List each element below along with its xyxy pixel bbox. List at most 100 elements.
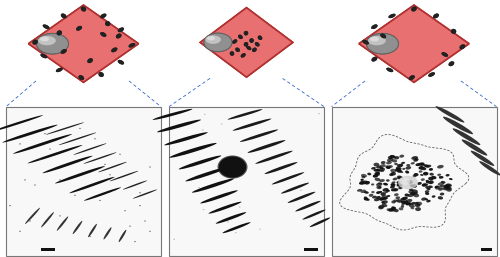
- Ellipse shape: [88, 224, 97, 237]
- Ellipse shape: [377, 172, 380, 174]
- Ellipse shape: [116, 33, 121, 39]
- Ellipse shape: [360, 190, 366, 193]
- Ellipse shape: [415, 207, 421, 211]
- Ellipse shape: [216, 212, 246, 224]
- Ellipse shape: [446, 188, 452, 192]
- Bar: [332, 107, 496, 256]
- Ellipse shape: [400, 198, 406, 201]
- Ellipse shape: [219, 156, 246, 178]
- Ellipse shape: [56, 68, 63, 72]
- Ellipse shape: [250, 38, 254, 43]
- Ellipse shape: [409, 188, 414, 191]
- Ellipse shape: [81, 6, 86, 12]
- Ellipse shape: [388, 165, 393, 168]
- Ellipse shape: [414, 203, 420, 207]
- Ellipse shape: [114, 190, 116, 191]
- Ellipse shape: [414, 202, 418, 204]
- Ellipse shape: [380, 168, 385, 171]
- Ellipse shape: [49, 149, 51, 150]
- Ellipse shape: [396, 167, 402, 170]
- Ellipse shape: [134, 241, 136, 242]
- Ellipse shape: [408, 190, 414, 194]
- Ellipse shape: [218, 155, 248, 179]
- Ellipse shape: [252, 48, 256, 52]
- Ellipse shape: [390, 183, 396, 186]
- Ellipse shape: [376, 186, 382, 189]
- Ellipse shape: [451, 29, 456, 34]
- Ellipse shape: [366, 33, 398, 54]
- Ellipse shape: [417, 182, 422, 185]
- Ellipse shape: [422, 183, 426, 187]
- Ellipse shape: [371, 167, 376, 170]
- Ellipse shape: [437, 174, 441, 176]
- Ellipse shape: [300, 190, 302, 191]
- Ellipse shape: [398, 176, 418, 189]
- Ellipse shape: [281, 183, 309, 194]
- Polygon shape: [28, 5, 138, 82]
- Ellipse shape: [81, 6, 86, 12]
- Ellipse shape: [230, 51, 234, 56]
- Ellipse shape: [186, 167, 228, 181]
- Ellipse shape: [426, 181, 430, 183]
- Ellipse shape: [364, 181, 370, 184]
- Ellipse shape: [400, 155, 404, 158]
- Ellipse shape: [426, 200, 430, 203]
- Ellipse shape: [384, 197, 388, 199]
- Ellipse shape: [362, 40, 369, 44]
- Ellipse shape: [123, 180, 147, 190]
- Ellipse shape: [79, 128, 81, 129]
- Ellipse shape: [387, 158, 393, 162]
- Ellipse shape: [386, 68, 394, 72]
- Ellipse shape: [149, 231, 151, 232]
- Ellipse shape: [438, 182, 444, 186]
- Ellipse shape: [104, 227, 112, 240]
- Ellipse shape: [36, 33, 68, 54]
- Ellipse shape: [236, 48, 240, 52]
- Ellipse shape: [414, 159, 418, 162]
- Ellipse shape: [384, 197, 388, 200]
- Ellipse shape: [394, 209, 398, 212]
- Ellipse shape: [422, 183, 426, 187]
- Ellipse shape: [376, 191, 380, 194]
- Ellipse shape: [409, 75, 415, 80]
- Ellipse shape: [34, 185, 36, 186]
- Ellipse shape: [206, 35, 221, 44]
- Ellipse shape: [382, 200, 388, 204]
- Ellipse shape: [420, 174, 424, 176]
- Ellipse shape: [416, 202, 422, 206]
- Ellipse shape: [436, 106, 464, 123]
- Ellipse shape: [385, 191, 388, 193]
- Ellipse shape: [438, 188, 443, 191]
- Ellipse shape: [236, 48, 240, 52]
- Ellipse shape: [139, 205, 141, 206]
- Polygon shape: [200, 8, 293, 77]
- Ellipse shape: [13, 134, 72, 154]
- Ellipse shape: [100, 14, 106, 18]
- Ellipse shape: [388, 14, 396, 18]
- Ellipse shape: [389, 208, 395, 212]
- Ellipse shape: [380, 170, 384, 172]
- Ellipse shape: [55, 166, 105, 183]
- Ellipse shape: [479, 161, 500, 176]
- Ellipse shape: [411, 202, 416, 205]
- Ellipse shape: [124, 210, 126, 211]
- Ellipse shape: [406, 164, 410, 167]
- Ellipse shape: [406, 180, 413, 184]
- Ellipse shape: [380, 192, 386, 196]
- Ellipse shape: [59, 179, 61, 180]
- Ellipse shape: [78, 75, 84, 80]
- Ellipse shape: [409, 75, 415, 80]
- Ellipse shape: [398, 207, 404, 210]
- Bar: [481, 248, 492, 251]
- Ellipse shape: [170, 143, 216, 158]
- Ellipse shape: [408, 193, 414, 197]
- Ellipse shape: [370, 37, 379, 41]
- Ellipse shape: [246, 46, 252, 50]
- Ellipse shape: [386, 179, 390, 182]
- Ellipse shape: [438, 196, 443, 199]
- Ellipse shape: [32, 40, 38, 45]
- Ellipse shape: [364, 181, 370, 185]
- Ellipse shape: [379, 191, 382, 193]
- Ellipse shape: [258, 35, 262, 40]
- Ellipse shape: [118, 60, 124, 65]
